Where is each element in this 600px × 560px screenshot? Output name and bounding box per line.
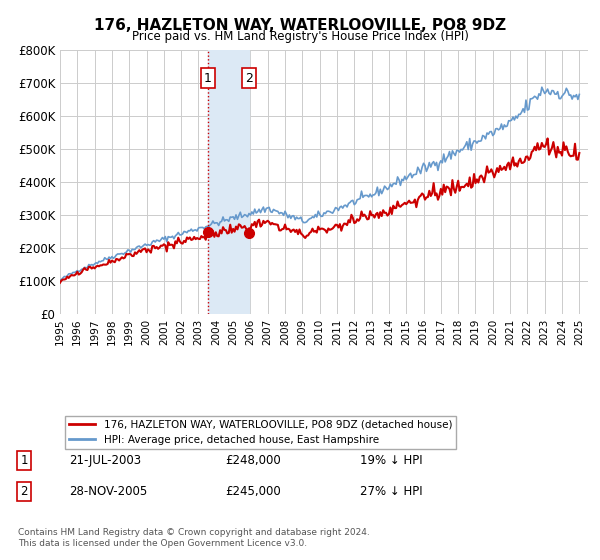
- Bar: [208, 50, 249, 314]
- Text: 1: 1: [20, 454, 28, 467]
- Text: £248,000: £248,000: [225, 454, 281, 467]
- Text: Contains HM Land Registry data © Crown copyright and database right 2024.
This d: Contains HM Land Registry data © Crown c…: [18, 528, 370, 548]
- Text: £245,000: £245,000: [225, 485, 281, 498]
- Legend: 176, HAZLETON WAY, WATERLOOVILLE, PO8 9DZ (detached house), HPI: Average price, : 176, HAZLETON WAY, WATERLOOVILLE, PO8 9D…: [65, 416, 457, 449]
- Text: 28-NOV-2005: 28-NOV-2005: [69, 485, 147, 498]
- Text: 19% ↓ HPI: 19% ↓ HPI: [360, 454, 422, 467]
- Text: 1: 1: [204, 72, 212, 85]
- Text: 2: 2: [245, 72, 253, 85]
- Text: 27% ↓ HPI: 27% ↓ HPI: [360, 485, 422, 498]
- Text: 176, HAZLETON WAY, WATERLOOVILLE, PO8 9DZ: 176, HAZLETON WAY, WATERLOOVILLE, PO8 9D…: [94, 18, 506, 33]
- Text: 2: 2: [20, 485, 28, 498]
- Text: Price paid vs. HM Land Registry's House Price Index (HPI): Price paid vs. HM Land Registry's House …: [131, 30, 469, 43]
- Text: 21-JUL-2003: 21-JUL-2003: [69, 454, 141, 467]
